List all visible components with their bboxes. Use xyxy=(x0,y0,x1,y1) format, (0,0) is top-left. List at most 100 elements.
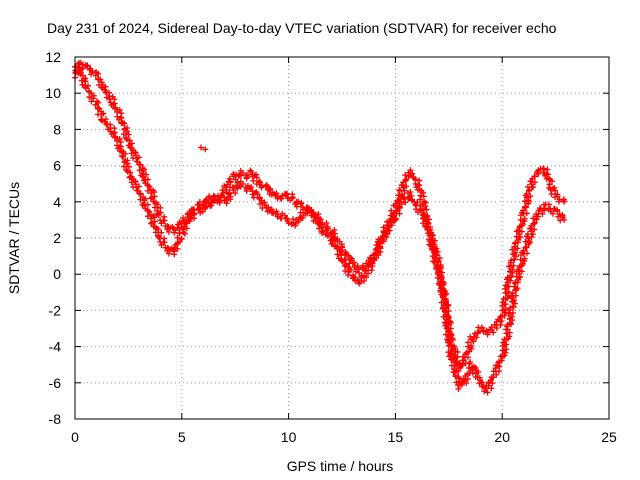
data-point xyxy=(531,226,538,233)
data-point xyxy=(490,368,497,375)
data-point xyxy=(226,175,233,182)
data-point xyxy=(555,198,562,205)
data-point xyxy=(102,83,109,90)
data-point xyxy=(97,76,104,83)
data-point xyxy=(397,204,404,211)
data-point xyxy=(284,215,291,222)
x-tick-label: 10 xyxy=(281,429,297,445)
data-point xyxy=(356,280,363,287)
data-point xyxy=(533,211,540,218)
data-point xyxy=(150,198,157,205)
data-point xyxy=(409,170,416,177)
y-tick-labels: -8 -6 -4 -2 0 2 4 6 8 10 12 xyxy=(45,49,61,427)
data-point xyxy=(134,158,141,165)
data-point xyxy=(422,203,429,210)
data-point xyxy=(82,62,89,69)
data-point xyxy=(478,379,485,386)
data-point xyxy=(224,181,231,188)
data-point xyxy=(76,68,83,75)
data-point xyxy=(522,244,529,251)
data-point xyxy=(530,184,537,191)
data-point xyxy=(495,316,502,323)
data-point xyxy=(124,128,131,135)
data-point xyxy=(118,120,125,127)
data-point xyxy=(132,178,139,185)
data-point xyxy=(524,184,531,191)
data-point xyxy=(180,226,187,233)
data-point xyxy=(114,113,121,120)
data-point xyxy=(151,218,158,225)
data-point xyxy=(158,242,165,249)
data-point xyxy=(437,276,444,283)
data-point xyxy=(107,121,114,128)
data-point xyxy=(496,358,503,365)
data-point xyxy=(531,219,538,226)
data-point xyxy=(500,295,507,302)
data-point xyxy=(216,199,223,206)
data-point xyxy=(210,192,217,199)
data-point xyxy=(360,262,367,269)
data-point xyxy=(509,292,516,299)
data-point xyxy=(521,198,528,205)
data-point xyxy=(504,321,511,328)
data-point xyxy=(277,194,284,201)
data-point xyxy=(509,266,516,273)
data-point xyxy=(96,105,103,112)
data-point xyxy=(488,385,495,392)
data-point xyxy=(123,163,130,170)
data-point xyxy=(440,293,447,300)
data-point xyxy=(114,142,121,149)
data-point xyxy=(370,255,377,262)
x-tick-label: 25 xyxy=(601,429,617,445)
data-point xyxy=(371,254,378,261)
data-point xyxy=(417,206,424,213)
data-point xyxy=(236,172,243,179)
data-point xyxy=(396,204,403,211)
data-point xyxy=(393,207,400,214)
data-point xyxy=(134,187,141,194)
data-point xyxy=(297,209,304,216)
data-point xyxy=(117,114,124,121)
data-point xyxy=(546,181,553,188)
data-points xyxy=(72,59,568,396)
data-point xyxy=(239,170,246,177)
data-point xyxy=(407,188,414,195)
data-point xyxy=(288,221,295,228)
data-point xyxy=(87,65,94,72)
data-point xyxy=(501,336,508,343)
data-point xyxy=(208,199,215,206)
data-point xyxy=(274,211,281,218)
data-point xyxy=(444,312,451,319)
data-point xyxy=(124,160,131,167)
data-point xyxy=(77,59,84,66)
data-point xyxy=(431,237,438,244)
data-point xyxy=(488,326,495,333)
data-point xyxy=(123,136,130,143)
data-point xyxy=(362,267,369,274)
data-point xyxy=(151,223,158,230)
data-point xyxy=(479,383,486,390)
data-point xyxy=(257,200,264,207)
data-point xyxy=(448,356,455,363)
data-point xyxy=(162,222,169,229)
data-point xyxy=(472,370,479,377)
data-point xyxy=(456,375,463,382)
data-point xyxy=(543,175,550,182)
data-point xyxy=(342,261,349,268)
data-point xyxy=(443,290,450,297)
data-point xyxy=(445,319,452,326)
data-point xyxy=(412,180,419,187)
data-point xyxy=(373,245,380,252)
data-point xyxy=(468,342,475,349)
y-tick-label: -2 xyxy=(49,302,62,318)
data-point xyxy=(447,343,454,350)
y-tick-label: 0 xyxy=(53,266,61,282)
data-point xyxy=(523,210,530,217)
data-point xyxy=(152,229,159,236)
data-point xyxy=(451,359,458,366)
data-point xyxy=(439,282,446,289)
data-point xyxy=(420,193,427,200)
data-point xyxy=(161,217,168,224)
data-point xyxy=(202,146,209,153)
data-point xyxy=(144,187,151,194)
